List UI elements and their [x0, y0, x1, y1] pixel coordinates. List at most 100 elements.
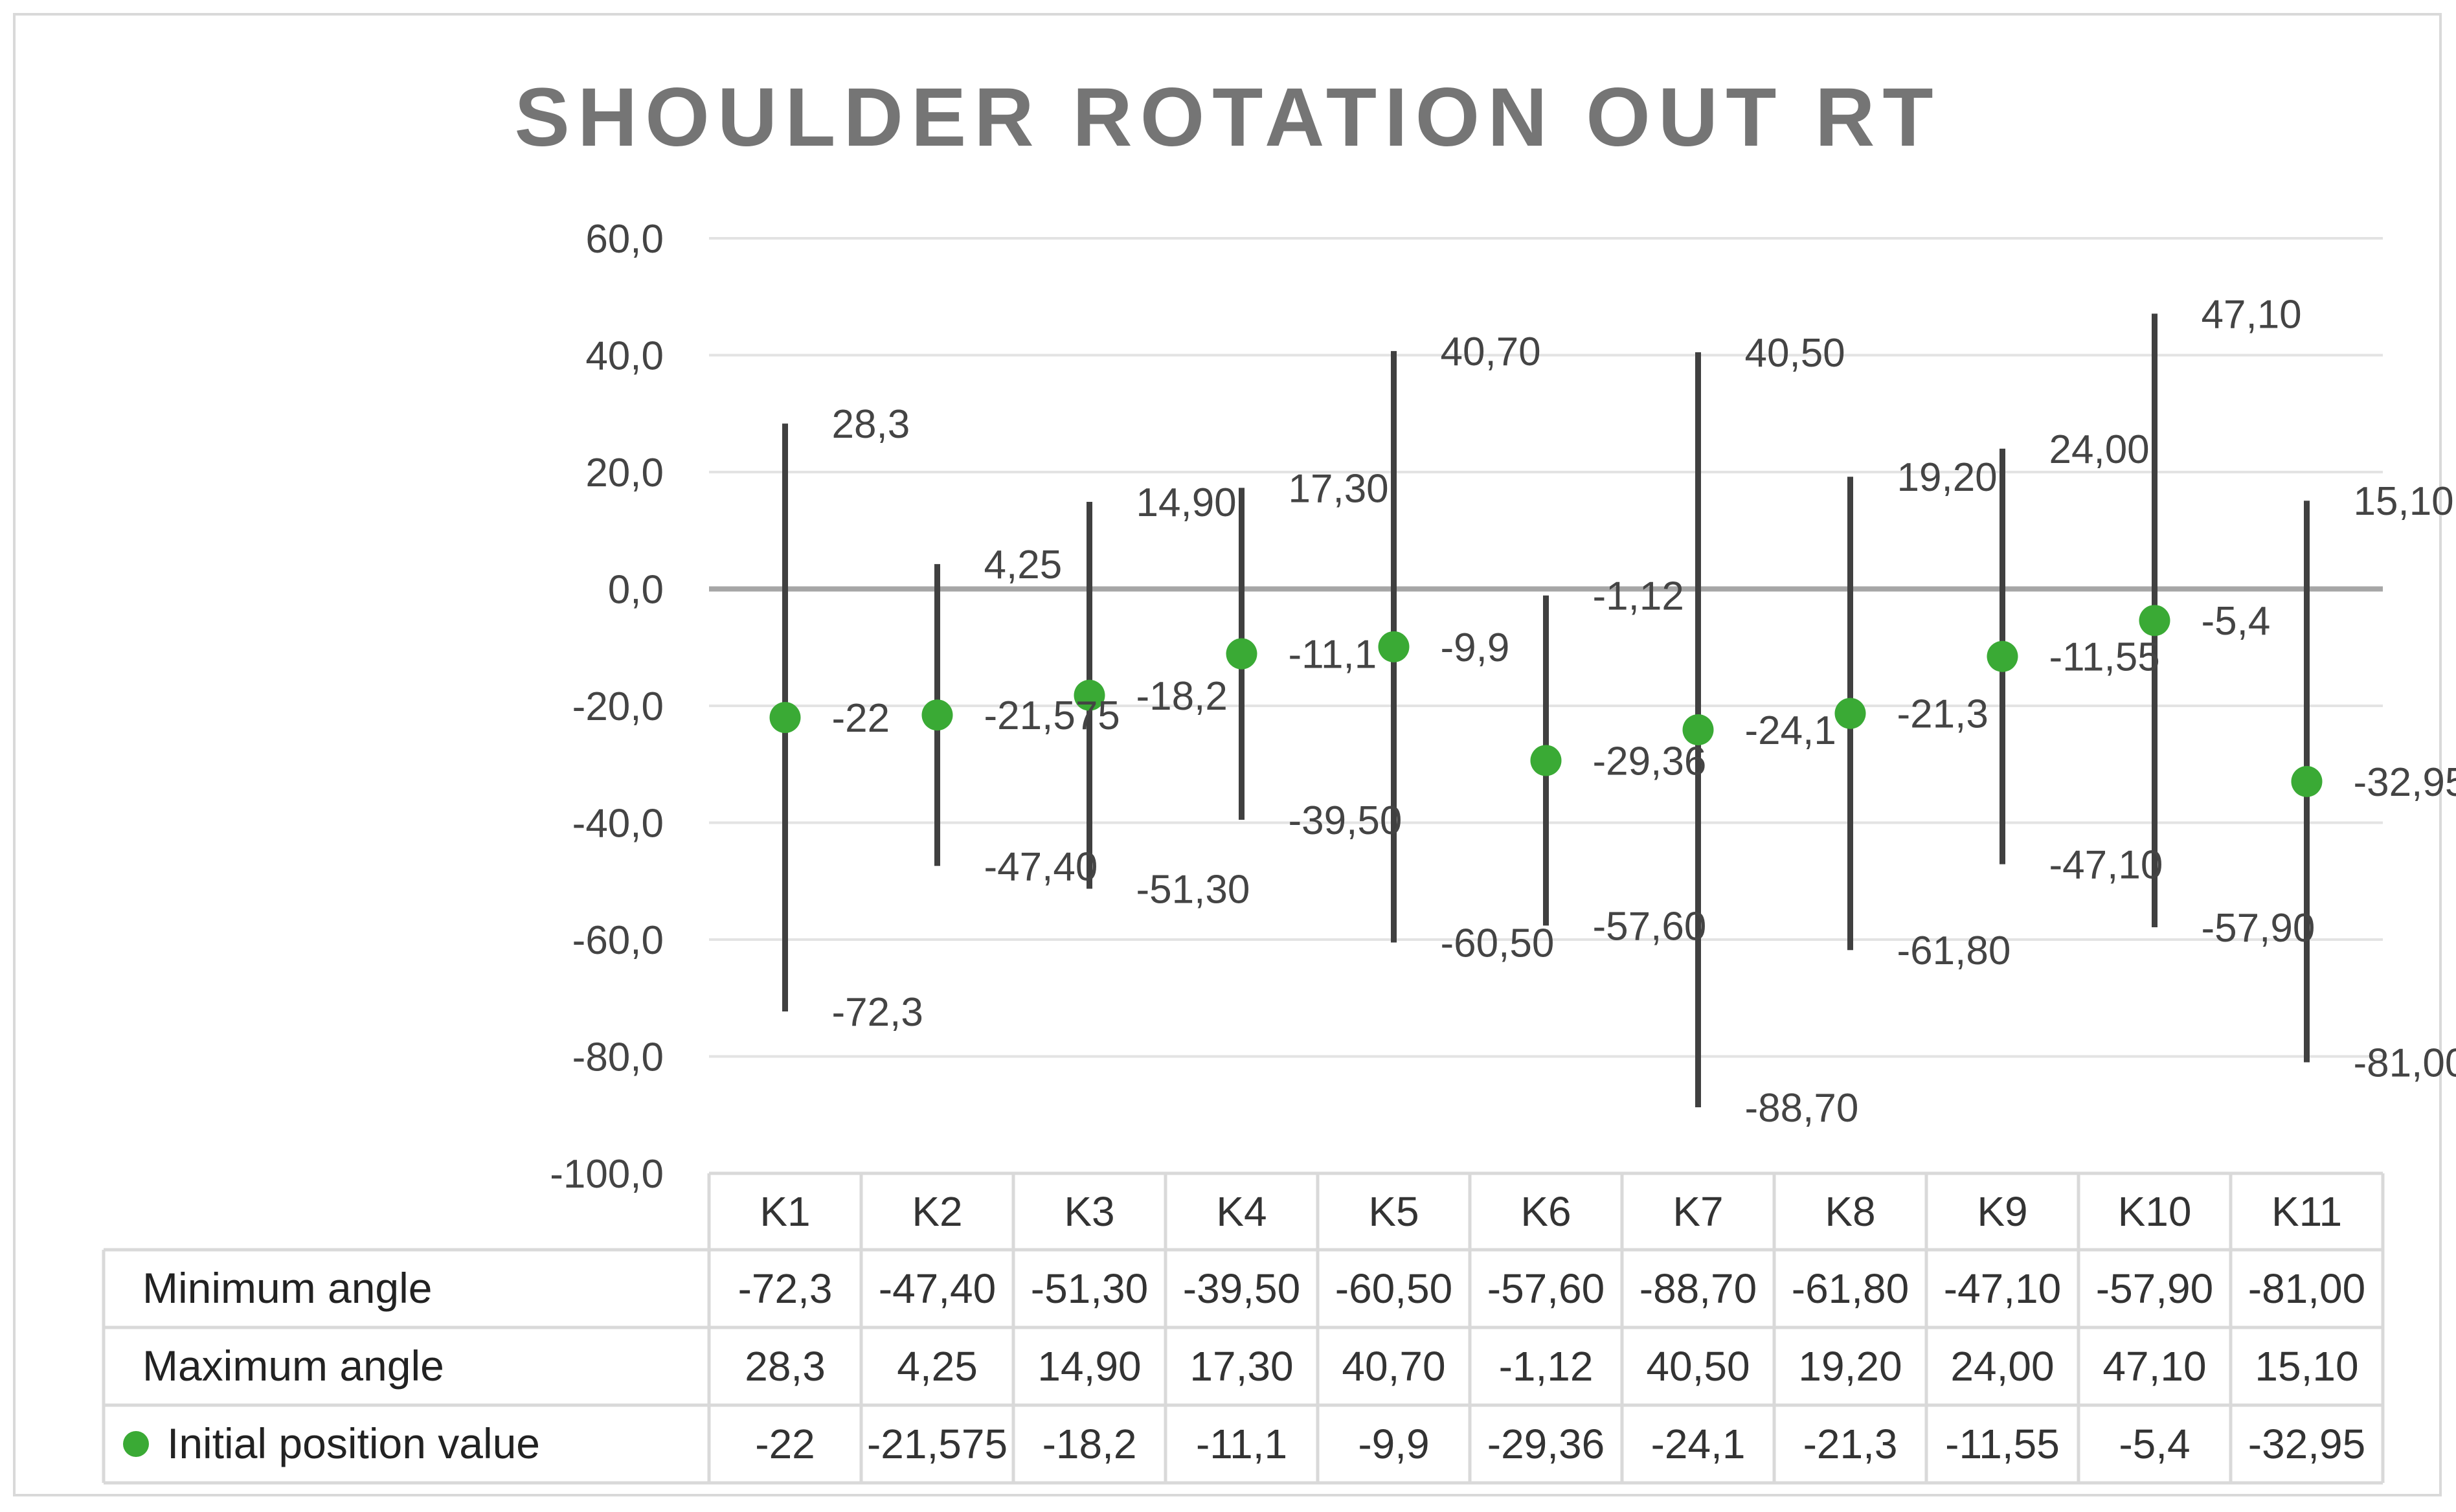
initial-label: -21,575: [984, 694, 1120, 738]
table-cell: -39,50: [1183, 1265, 1300, 1312]
table-cell: -29,36: [1487, 1421, 1605, 1467]
min-label: -72,3: [832, 990, 923, 1035]
table-cell: 24,00: [1950, 1343, 2054, 1390]
table-cell: -51,30: [1031, 1265, 1148, 1312]
row-label: Minimum angle: [142, 1264, 433, 1312]
min-label: -61,80: [1897, 929, 2011, 973]
table-cell: -47,10: [1944, 1265, 2061, 1312]
initial-point: [1834, 697, 1866, 729]
table-cell: 15,10: [2255, 1343, 2358, 1390]
category-label: K7: [1673, 1188, 1723, 1235]
min-label: -57,90: [2202, 906, 2315, 951]
category-label: K5: [1368, 1188, 1419, 1235]
y-tick-label: 60,0: [585, 217, 664, 262]
table-cell: 40,70: [1342, 1343, 1445, 1390]
initial-position-points: [769, 605, 2323, 797]
max-label: 15,10: [2354, 479, 2454, 524]
max-label: 17,30: [1289, 466, 1389, 511]
gridlines: [709, 237, 2383, 1058]
table-cell: -18,2: [1042, 1421, 1137, 1467]
row-label: Initial position value: [167, 1419, 540, 1467]
table-cell: -11,55: [1945, 1421, 2060, 1467]
table-cell: 40,50: [1646, 1343, 1750, 1390]
data-labels: 28,3 -22 -72,3 4,25 -21,575 -47,40 14,90 -18,2 -…: [832, 292, 2456, 1131]
y-tick-label: -20,0: [572, 684, 664, 729]
max-label: 24,00: [2049, 427, 2150, 472]
y-tick-label: 20,0: [585, 451, 664, 495]
table-cell: 4,25: [897, 1343, 978, 1390]
initial-point: [1226, 638, 1257, 670]
min-label: -39,50: [1289, 798, 1403, 843]
y-tick-label: -40,0: [572, 802, 664, 846]
table-cell: -72,3: [738, 1265, 833, 1312]
max-label: 40,70: [1441, 330, 1541, 374]
initial-point: [1074, 679, 1105, 711]
table-cell: -22: [755, 1421, 815, 1467]
table-cell: -88,70: [1639, 1265, 1757, 1312]
initial-label: -11,55: [2049, 635, 2160, 680]
table-cell: -21,575: [867, 1421, 1008, 1467]
max-label: 47,10: [2202, 292, 2302, 337]
y-tick-label: -80,0: [572, 1035, 664, 1080]
legend-marker: [123, 1431, 149, 1457]
max-label: -1,12: [1593, 574, 1684, 619]
category-label: K6: [1520, 1188, 1571, 1235]
table-cell: -60,50: [1335, 1265, 1452, 1312]
chart-title: SHOULDER ROTATION OUT RT: [514, 71, 1941, 164]
table-cell: -21,3: [1803, 1421, 1898, 1467]
table-cell: 14,90: [1037, 1343, 1141, 1390]
max-label: 28,3: [832, 402, 910, 447]
min-label: -47,10: [2049, 843, 2163, 888]
category-label: K9: [1977, 1188, 2027, 1235]
category-label: K1: [760, 1188, 810, 1235]
category-label: K3: [1064, 1188, 1114, 1235]
table-cell: -57,60: [1487, 1265, 1605, 1312]
initial-label: -21,3: [1897, 692, 1988, 737]
max-label: 19,20: [1897, 455, 1998, 500]
min-label: -57,60: [1593, 904, 1707, 949]
table-cell: 17,30: [1189, 1343, 1293, 1390]
row-label: Maximum angle: [142, 1342, 444, 1390]
table-cell: 19,20: [1798, 1343, 1902, 1390]
initial-label: -5,4: [2202, 599, 2271, 644]
table-cell: 28,3: [745, 1343, 826, 1390]
table-cell: 47,10: [2102, 1343, 2206, 1390]
min-label: -51,30: [1136, 867, 1250, 912]
initial-label: -24,1: [1745, 708, 1836, 753]
category-label: K11: [2271, 1188, 2342, 1235]
max-label: 4,25: [984, 543, 1063, 587]
table-cell: -32,95: [2248, 1421, 2365, 1467]
min-label: -47,40: [984, 844, 1098, 889]
max-label: 14,90: [1136, 480, 1237, 525]
initial-label: -9,9: [1441, 626, 1510, 670]
initial-point: [1987, 640, 2018, 672]
initial-label: -32,95: [2354, 760, 2456, 805]
initial-label: -11,1: [1289, 633, 1377, 677]
category-label: K10: [2118, 1188, 2192, 1235]
y-axis-ticks: 60,0 40,0 20,0 0,0 -20,0 -40,0 -60,0 -80,0 -100,…: [550, 217, 664, 1197]
max-label: 40,50: [1745, 331, 1845, 376]
category-label: K4: [1216, 1188, 1267, 1235]
min-label: -81,00: [2354, 1041, 2456, 1086]
initial-point: [2291, 765, 2323, 797]
y-tick-label: -60,0: [572, 918, 664, 963]
category-label: K2: [912, 1188, 962, 1235]
initial-point: [769, 702, 801, 734]
y-tick-label: -100,0: [550, 1152, 664, 1197]
table-cell: -57,90: [2096, 1265, 2213, 1312]
table-cell: -61,80: [1792, 1265, 1909, 1312]
table-cell: -9,9: [1358, 1421, 1429, 1467]
initial-point: [2139, 605, 2170, 637]
category-label: K8: [1825, 1188, 1875, 1235]
initial-point: [1378, 631, 1410, 662]
table-cell: -24,1: [1651, 1421, 1746, 1467]
initial-point: [921, 699, 953, 731]
table-cell: -1,12: [1499, 1343, 1594, 1390]
table-cell: -81,00: [2248, 1265, 2365, 1312]
initial-point: [1682, 714, 1714, 746]
y-tick-label: 0,0: [608, 568, 664, 613]
table-cell: -47,40: [879, 1265, 996, 1312]
min-label: -60,50: [1441, 921, 1555, 966]
initial-point: [1530, 745, 1562, 776]
